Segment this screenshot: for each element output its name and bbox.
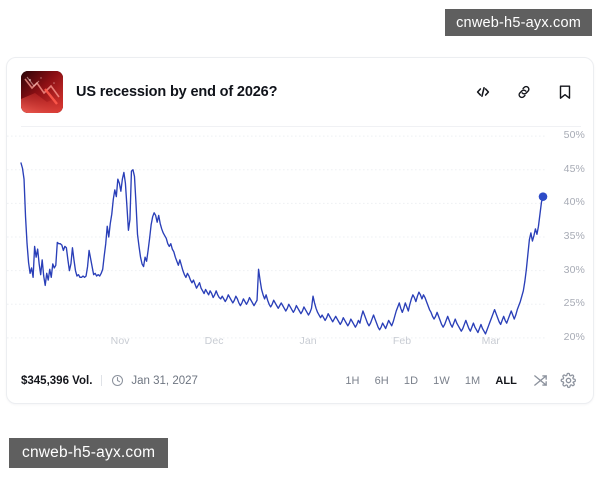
- market-chart-card: US recession by end of 2026?: [6, 57, 594, 404]
- card-footer: $345,396 Vol. Jan 31, 2027 1H 6H 1D 1W 1M ALL: [7, 358, 593, 403]
- y-axis-tick-label: 40%: [563, 196, 585, 209]
- header-actions: [473, 82, 579, 102]
- card-header: US recession by end of 2026?: [7, 58, 593, 125]
- x-axis-tick-label: Feb: [392, 335, 412, 347]
- x-axis-tick-label: Mar: [481, 335, 500, 347]
- x-axis-tick-label: Jan: [299, 335, 317, 347]
- chart-line-series: [20, 162, 544, 335]
- y-axis-tick-label: 20%: [563, 330, 585, 343]
- y-axis-tick-label: 45%: [563, 162, 585, 175]
- range-button-all[interactable]: ALL: [495, 374, 517, 387]
- stock-crash-thumbnail: [21, 70, 63, 113]
- y-axis: 50% 45% 40% 35% 30% 25% 20%: [545, 126, 585, 348]
- y-axis-tick-label: 35%: [563, 230, 585, 242]
- range-button-1h[interactable]: 1H: [345, 374, 360, 387]
- end-date-label: Jan 31, 2027: [131, 374, 198, 387]
- watermark-bottom: cnweb-h5-ayx.com: [9, 438, 169, 468]
- range-button-1w[interactable]: 1W: [433, 374, 450, 387]
- chart-canvas: [7, 135, 548, 339]
- range-button-1d[interactable]: 1D: [403, 374, 419, 387]
- x-axis: Nov Dec Jan Feb Mar: [7, 335, 593, 353]
- y-axis-tick-label: 50%: [563, 129, 585, 142]
- chart-range-controls: 1H 6H 1D 1W 1M ALL: [339, 370, 579, 392]
- x-axis-tick-label: Dec: [204, 335, 224, 347]
- volume-label: $345,396 Vol.: [21, 374, 93, 387]
- gear-icon[interactable]: [557, 370, 579, 392]
- clock-icon: [111, 374, 124, 387]
- header-divider: [21, 126, 581, 127]
- chart-gridlines: [7, 135, 545, 339]
- footer-meta: $345,396 Vol. Jan 31, 2027: [21, 374, 339, 387]
- embed-code-icon[interactable]: [473, 82, 493, 102]
- footer-separator: [101, 375, 103, 386]
- range-button-6h[interactable]: 6H: [374, 374, 389, 387]
- chart-endpoint-dot: [538, 192, 548, 201]
- bookmark-icon[interactable]: [555, 82, 575, 102]
- page-title: US recession by end of 2026?: [76, 83, 278, 100]
- shuffle-icon[interactable]: [529, 370, 551, 392]
- watermark-top: cnweb-h5-ayx.com: [445, 9, 592, 36]
- y-axis-tick-label: 25%: [563, 297, 585, 310]
- x-axis-tick-label: Nov: [110, 335, 130, 347]
- y-axis-tick-label: 30%: [563, 263, 585, 276]
- copy-link-icon[interactable]: [514, 82, 534, 102]
- price-chart[interactable]: 50% 45% 40% 35% 30% 25% 20%: [7, 126, 593, 348]
- range-button-1m[interactable]: 1M: [464, 374, 481, 387]
